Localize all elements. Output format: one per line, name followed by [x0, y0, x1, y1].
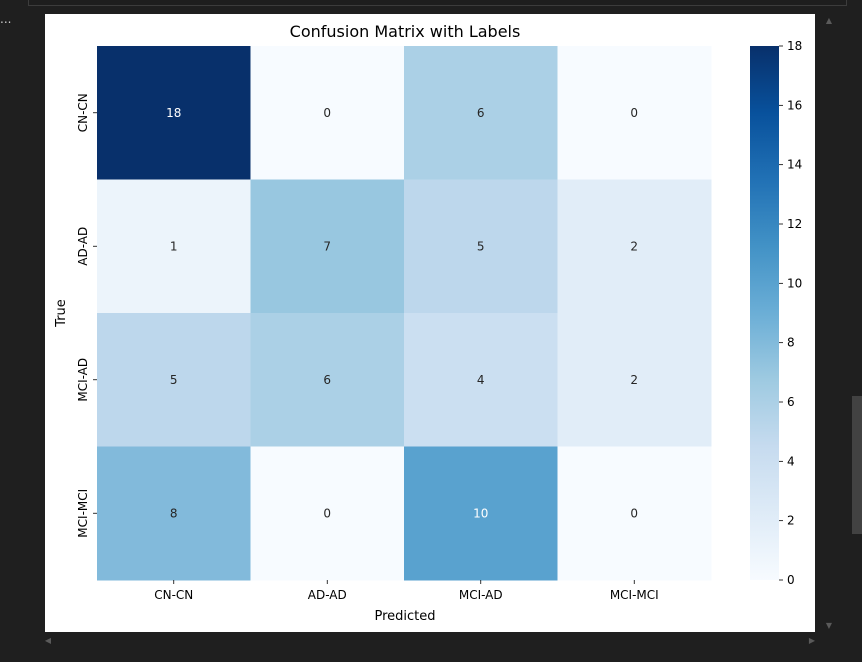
cell-value-label: 0: [630, 106, 638, 120]
cell-value-label: 10: [473, 506, 488, 520]
heatmap-cell: [404, 46, 558, 180]
heatmap-cell: [250, 446, 405, 581]
cell-value-label: 0: [323, 506, 331, 520]
colorbar-tick-label: 2: [787, 514, 795, 528]
cell-value-label: 5: [477, 239, 485, 253]
cell-value-label: 2: [630, 373, 638, 387]
editor-scrollbar-thumb[interactable]: [852, 396, 862, 534]
colorbar-tick-label: 4: [787, 454, 795, 468]
heatmap-cell: [250, 179, 405, 314]
x-tick-label: CN-CN: [154, 588, 193, 602]
heatmap-cell: [404, 179, 558, 314]
y-tick-label: MCI-AD: [76, 358, 90, 402]
colorbar-tick-label: 18: [787, 39, 802, 53]
colorbar-tick-label: 8: [787, 336, 795, 350]
heatmap-cell: [250, 46, 405, 180]
colorbar: [750, 46, 779, 580]
cell-value-label: 6: [323, 373, 331, 387]
y-tick-label: MCI-MCI: [76, 489, 90, 538]
heatmap-cell: [404, 446, 558, 581]
cell-value-label: 1: [170, 239, 178, 253]
colorbar-tick-label: 10: [787, 276, 802, 290]
confusion-matrix-chart: Confusion Matrix with Labels 18 0 6 0 1 7 5 2 5 6…: [54, 22, 802, 624]
heatmap-cell: [97, 46, 251, 180]
cell-value-label: 5: [170, 373, 178, 387]
scroll-down-icon[interactable]: ▼: [825, 621, 833, 630]
x-tick-label: MCI-MCI: [610, 588, 659, 602]
x-tick-label: AD-AD: [308, 588, 347, 602]
colorbar-tick-label: 14: [787, 158, 802, 172]
cell-value-label: 8: [170, 506, 178, 520]
y-tick-label: AD-AD: [76, 227, 90, 266]
heatmap-cell: [557, 179, 712, 314]
cell-value-label: 6: [477, 106, 485, 120]
heatmap-cell: [97, 179, 251, 314]
cell-input-border: [28, 0, 847, 6]
x-tick-label: MCI-AD: [459, 588, 503, 602]
chart-title: Confusion Matrix with Labels: [290, 22, 521, 41]
heatmap-cell: [404, 313, 558, 447]
y-axis-label: True: [54, 299, 69, 328]
heatmap-cell: [557, 46, 712, 180]
cell-value-label: 7: [323, 239, 331, 253]
scroll-up-icon[interactable]: ▲: [825, 16, 833, 25]
cell-value-label: 0: [630, 506, 638, 520]
colorbar-tick-label: 6: [787, 395, 795, 409]
colorbar-tick-label: 0: [787, 573, 795, 587]
output-horizontal-scrollbar[interactable]: ◀ ▶: [45, 636, 815, 648]
colorbar-tick-label: 12: [787, 217, 802, 231]
cell-value-label: 4: [477, 373, 485, 387]
heatmap-cell: [557, 313, 712, 447]
heatmap-cell: [97, 446, 251, 581]
scroll-left-icon[interactable]: ◀: [44, 636, 52, 645]
heatmap-cell: [557, 446, 712, 581]
heatmap-cell: [97, 313, 251, 447]
cell-value-label: 18: [166, 106, 181, 120]
cell-output: Confusion Matrix with Labels 18 0 6 0 1 7 5 2 5 6…: [45, 14, 815, 632]
heatmap-cell: [250, 313, 405, 447]
output-vertical-scrollbar[interactable]: ▲ ▼: [822, 14, 836, 632]
y-tick-label: CN-CN: [76, 93, 90, 132]
cell-menu-ellipsis[interactable]: ...: [0, 12, 12, 26]
scroll-right-icon[interactable]: ▶: [808, 636, 816, 645]
x-axis-label: Predicted: [374, 609, 435, 624]
cell-value-label: 2: [630, 239, 638, 253]
colorbar-tick-label: 16: [787, 98, 802, 112]
cell-value-label: 0: [323, 106, 331, 120]
